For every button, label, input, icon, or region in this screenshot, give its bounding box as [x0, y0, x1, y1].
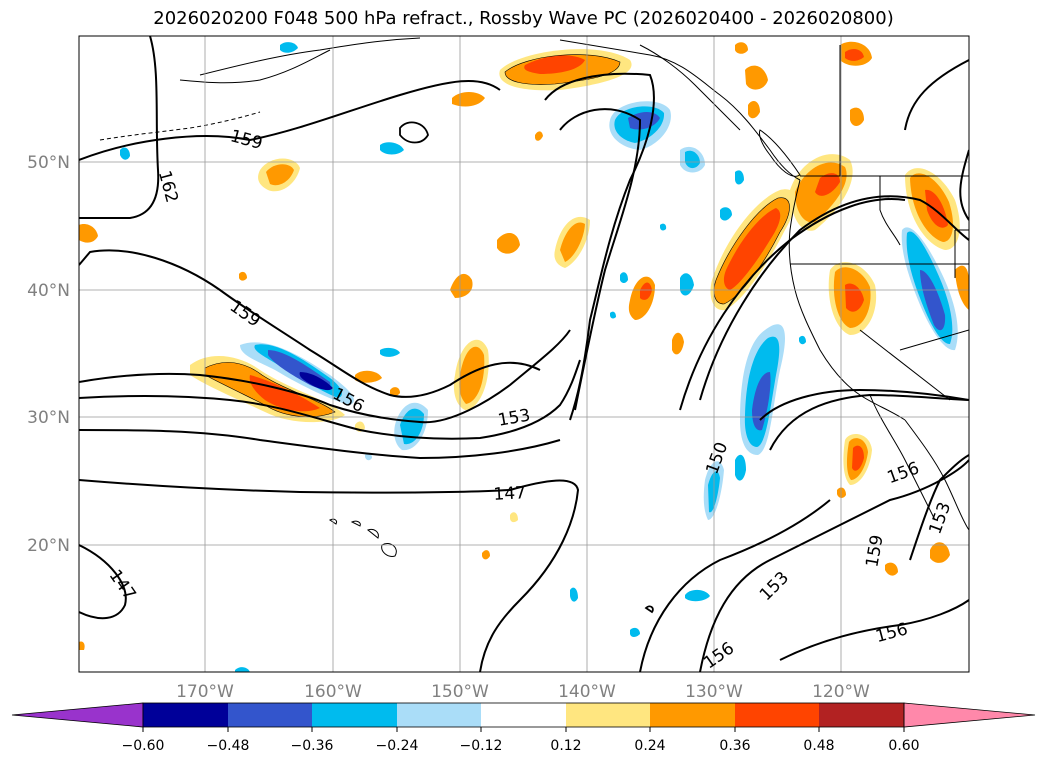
shade-small-blobs: [79, 41, 950, 672]
coastlines: [99, 37, 969, 614]
colorbar-extend-min: [11, 702, 144, 728]
colorbar-extend-max: [903, 702, 1036, 728]
colorbar-tick-label: −0.12: [460, 738, 503, 754]
lat-label-20n: 20°N: [27, 536, 70, 556]
lon-label-150w: 150°W: [431, 682, 489, 702]
lat-label-50n: 50°N: [27, 153, 70, 173]
longitude-labels: 170°W 160°W 150°W 140°W 130°W 120°W: [176, 682, 870, 702]
colorbar-tick-label: −0.24: [376, 738, 419, 754]
lon-label-170w: 170°W: [176, 682, 234, 702]
map-area: [79, 36, 969, 672]
lon-label-160w: 160°W: [304, 682, 362, 702]
colorbar-segment: [819, 703, 904, 727]
colorbar-tick-label: 0.36: [719, 738, 750, 754]
map-border: [78, 35, 970, 673]
colorbar-segment: [650, 703, 735, 727]
contour-label: 147: [493, 483, 526, 505]
colorbar-segment: [228, 703, 312, 727]
lon-label-140w: 140°W: [558, 682, 616, 702]
colorbar-tick-label: −0.60: [122, 738, 165, 754]
colorbar: −0.60 −0.48 −0.36 −0.24 −0.12 0.12 0.24 …: [11, 702, 1036, 754]
colorbar-tick-label: −0.36: [291, 738, 334, 754]
colorbar-segment: [566, 703, 650, 727]
colorbar-segment: [481, 703, 566, 727]
colorbar-tick-label: −0.48: [207, 738, 250, 754]
shading-layer: [79, 41, 969, 672]
colorbar-tick-label: 0.60: [888, 738, 919, 754]
shade-blob-central-pacific: [190, 342, 354, 423]
colorbar-tick-label: 0.24: [634, 738, 665, 754]
colorbar-tick-label: 0.12: [550, 738, 581, 754]
colorbar-tick-marks: [142, 727, 905, 732]
shading-outlines: [204, 54, 790, 417]
colorbar-tick-labels: −0.60 −0.48 −0.36 −0.24 −0.12 0.12 0.24 …: [122, 738, 920, 754]
colorbar-segment: [143, 703, 228, 727]
colorbar-segment: [397, 703, 481, 727]
lat-label-30n: 30°N: [27, 408, 70, 428]
latitude-labels: 50°N 40°N 30°N 20°N: [27, 153, 70, 556]
colorbar-segment: [735, 703, 819, 727]
contour-lines: [79, 36, 969, 672]
colorbar-segment: [312, 703, 397, 727]
shade-blob-gulf-alaska: [499, 49, 632, 91]
lon-label-130w: 130°W: [685, 682, 743, 702]
map-title: 2026020200 F048 500 hPa refract., Rossby…: [153, 8, 894, 29]
colorbar-tick-label: 0.48: [803, 738, 834, 754]
borders: [790, 45, 969, 401]
lon-label-120w: 120°W: [812, 682, 870, 702]
lat-label-40n: 40°N: [27, 281, 70, 301]
